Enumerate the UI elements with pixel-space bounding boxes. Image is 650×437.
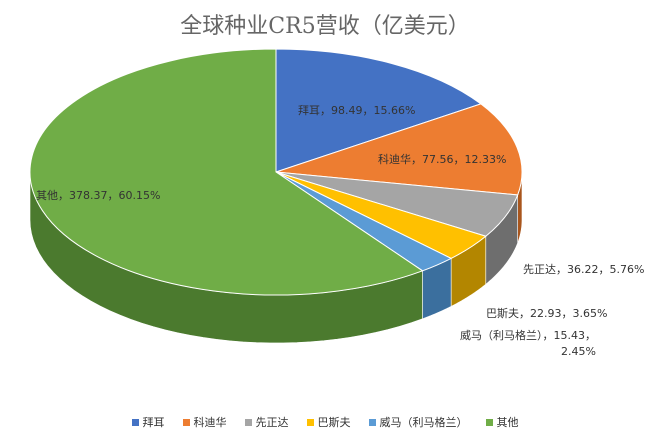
data-label-bayer: 拜耳，98.49，15.66% [298,104,416,117]
data-label-syngenta: 先正达，36.22，5.76% [523,263,645,276]
legend-item-bayer: 拜耳 [131,414,165,430]
legend-item-limagrain: 威马（利马格兰） [368,414,468,430]
data-label-others: 其他，378.37，60.15% [36,189,161,202]
legend-label-basf: 巴斯夫 [317,416,351,429]
pie-slice-others [29,48,424,296]
legend-item-others: 其他 [485,414,519,430]
data-label-limagrain: 威马（利马格兰），15.43，2.45% [460,329,596,358]
legend-label-others: 其他 [496,416,519,429]
pie-slice-bayer [275,48,482,173]
legend-label-limagrain: 威马（利马格兰） [379,416,468,429]
legend-item-basf: 巴斯夫 [306,414,351,430]
chart-legend: 拜耳 科迪华 先正达 巴斯夫 威马（利马格兰） 其他 [0,414,650,430]
legend-swatch-limagrain [368,418,376,426]
data-label-corteva: 科迪华，77.56，12.33% [378,153,507,166]
legend-label-corteva: 科迪华 [193,416,227,429]
legend-item-corteva: 科迪华 [182,414,227,430]
data-label-basf: 巴斯夫，22.93，3.65% [486,307,608,320]
legend-label-syngenta: 先正达 [255,416,289,429]
legend-swatch-bayer [131,418,139,426]
pie-slice-corteva [275,103,523,196]
legend-label-bayer: 拜耳 [142,416,165,429]
legend-swatch-syngenta [244,418,252,426]
legend-item-syngenta: 先正达 [244,414,289,430]
chart-title: 全球种业CR5营收（亿美元） [180,14,470,39]
legend-swatch-corteva [182,418,190,426]
legend-swatch-others [485,418,493,426]
legend-swatch-basf [306,418,314,426]
